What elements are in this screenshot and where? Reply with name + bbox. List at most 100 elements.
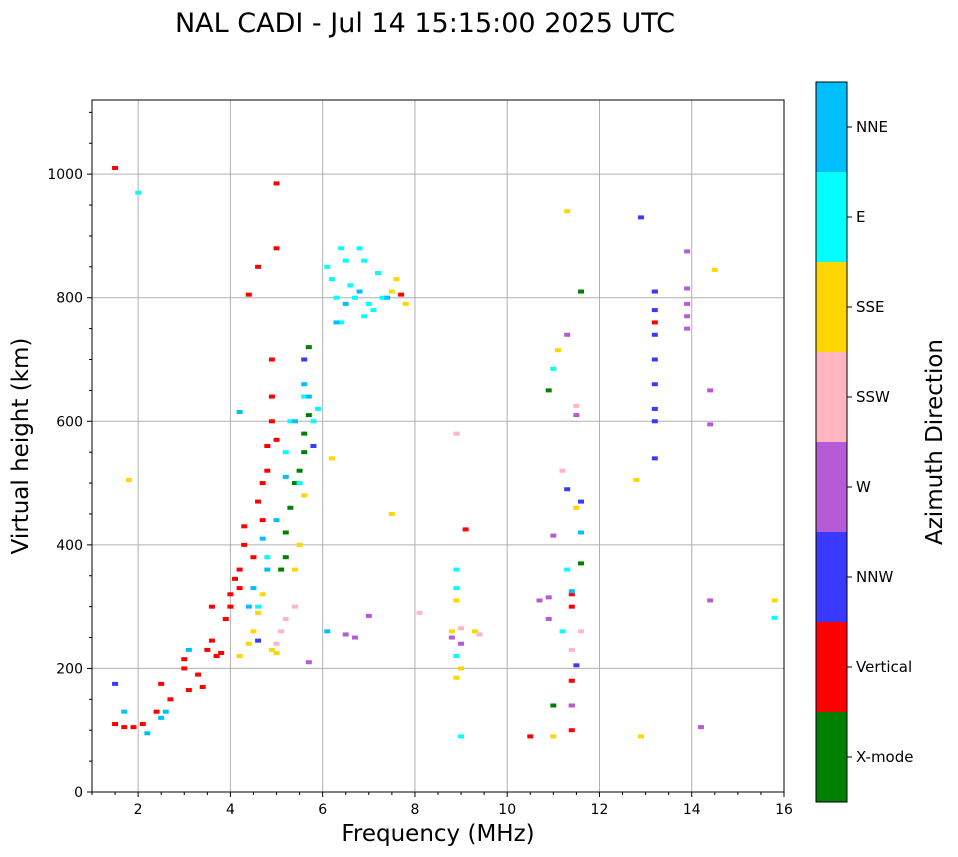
data-point xyxy=(236,654,243,659)
y-tick-label: 600 xyxy=(56,414,83,430)
data-point xyxy=(162,709,169,714)
data-point xyxy=(393,277,400,282)
data-point xyxy=(388,289,395,294)
colorbar-tick-label: W xyxy=(856,478,871,496)
data-point xyxy=(222,617,229,621)
data-point xyxy=(554,348,561,353)
data-point xyxy=(324,629,331,634)
data-point xyxy=(282,617,289,621)
y-tick-label: 0 xyxy=(74,785,83,801)
data-point xyxy=(250,555,257,560)
data-point xyxy=(112,681,119,686)
data-point xyxy=(347,283,354,288)
data-point xyxy=(448,629,455,634)
data-point xyxy=(564,567,571,572)
data-point xyxy=(273,181,280,186)
data-point xyxy=(333,320,340,325)
x-axis-label: Frequency (MHz) xyxy=(341,821,534,847)
grid-lines xyxy=(92,100,785,793)
data-point xyxy=(458,641,465,646)
data-point xyxy=(218,650,225,655)
data-point xyxy=(458,734,465,739)
colorbar-swatch xyxy=(816,622,847,712)
data-point xyxy=(301,431,308,436)
data-point xyxy=(158,681,165,686)
data-point xyxy=(287,419,294,424)
data-point xyxy=(204,647,211,652)
data-point xyxy=(361,258,368,263)
data-point xyxy=(458,666,465,671)
x-tick-label: 14 xyxy=(683,802,701,818)
data-point xyxy=(388,511,395,516)
data-point xyxy=(568,604,575,609)
data-point xyxy=(651,357,658,362)
x-tick-label: 8 xyxy=(410,802,419,818)
data-point xyxy=(453,675,460,680)
data-point xyxy=(250,586,257,591)
data-point xyxy=(130,725,137,730)
data-point xyxy=(338,246,345,251)
colorbar-label: Azimuth Direction xyxy=(922,339,948,545)
y-axis-ticks: 0 200 400 600 800 1000 xyxy=(47,111,92,801)
data-point xyxy=(527,734,534,739)
data-point xyxy=(536,598,543,603)
x-tick-label: 16 xyxy=(775,802,793,818)
data-point xyxy=(338,320,345,325)
data-point xyxy=(697,725,704,730)
data-point xyxy=(296,542,303,547)
data-point xyxy=(282,450,289,455)
data-point xyxy=(545,595,552,600)
data-point xyxy=(278,567,285,572)
data-point xyxy=(578,629,585,634)
data-point xyxy=(268,419,275,424)
x-tick-label: 4 xyxy=(226,802,235,818)
data-point xyxy=(181,657,188,662)
data-point xyxy=(236,567,243,572)
data-point xyxy=(259,481,266,486)
data-point xyxy=(453,567,460,572)
data-point xyxy=(144,731,151,736)
data-point xyxy=(578,561,585,566)
data-point xyxy=(282,530,289,535)
y-tick-label: 800 xyxy=(56,291,83,307)
data-point xyxy=(771,615,778,620)
data-point xyxy=(356,289,363,294)
data-point xyxy=(707,598,714,603)
data-point xyxy=(651,419,658,424)
y-tick-label: 200 xyxy=(56,661,83,677)
data-point xyxy=(278,629,285,634)
data-point xyxy=(573,663,580,668)
data-point xyxy=(121,709,128,714)
data-point xyxy=(453,654,460,659)
data-point xyxy=(356,246,363,251)
data-point xyxy=(568,678,575,683)
data-point xyxy=(213,654,220,659)
data-point xyxy=(273,437,280,442)
data-point xyxy=(310,444,317,448)
data-point xyxy=(241,542,248,547)
data-point xyxy=(573,403,580,408)
colorbar-swatch xyxy=(816,532,847,622)
data-point xyxy=(545,388,552,393)
data-point xyxy=(112,722,119,727)
data-point xyxy=(185,647,192,652)
data-point xyxy=(305,660,312,665)
data-point xyxy=(245,641,252,646)
data-point xyxy=(158,715,165,720)
colorbar: X-mode Vertical NNW W SSW SSE E NNE xyxy=(815,81,913,803)
data-point xyxy=(416,610,423,615)
data-point xyxy=(448,635,455,640)
colorbar-tick-label: Vertical xyxy=(856,658,912,676)
data-point xyxy=(255,604,262,609)
data-point xyxy=(328,277,335,282)
data-point xyxy=(365,613,372,618)
data-point xyxy=(398,292,405,297)
data-point xyxy=(268,647,275,652)
data-point xyxy=(568,703,575,708)
x-tick-label: 12 xyxy=(591,802,609,818)
data-point xyxy=(255,499,262,504)
data-point xyxy=(545,617,552,621)
data-point xyxy=(315,406,322,411)
colorbar-tick-label: NNW xyxy=(856,568,893,586)
